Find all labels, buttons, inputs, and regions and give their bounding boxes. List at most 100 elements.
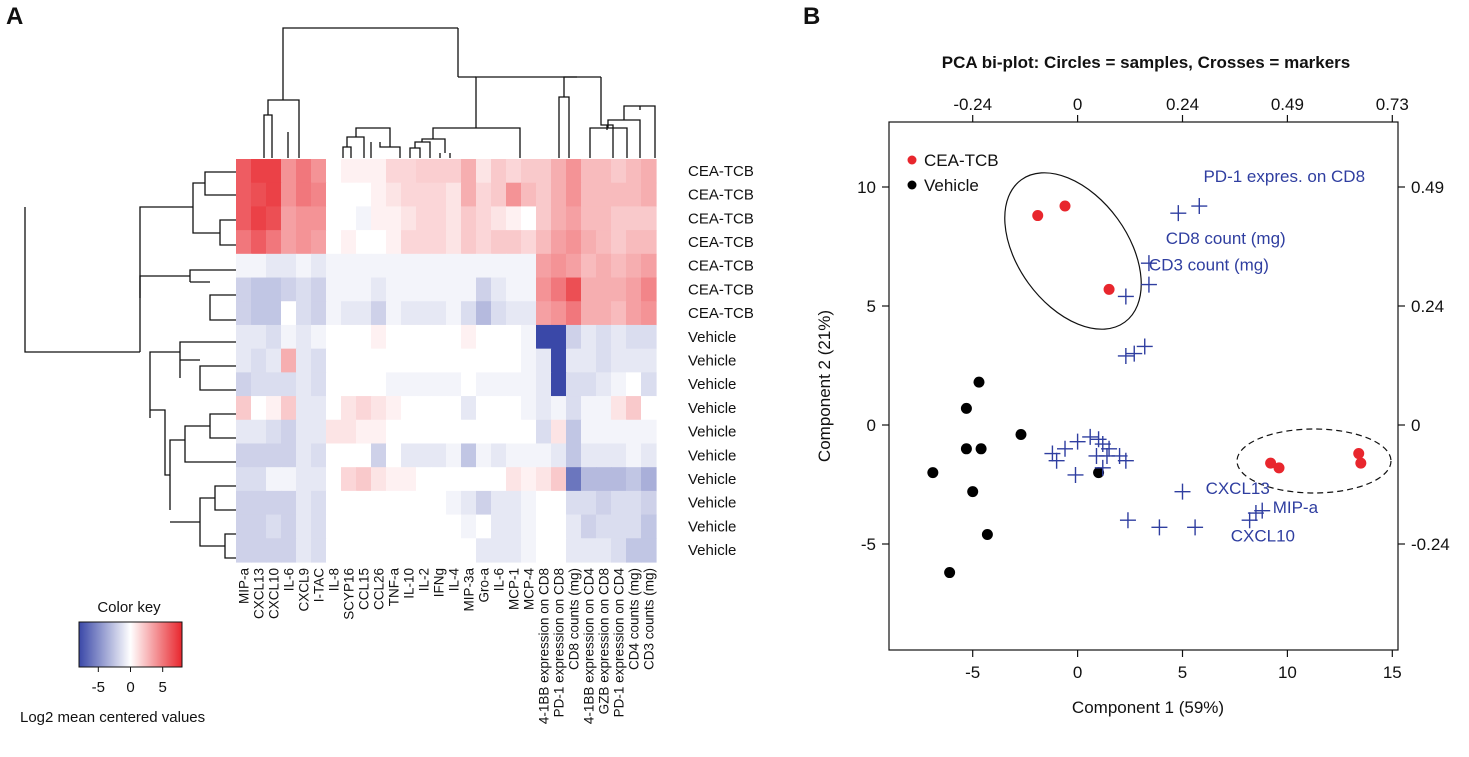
- sample-point-vehicle: [1015, 429, 1027, 441]
- marker-cross: [1117, 452, 1134, 469]
- heatmap-cell: [461, 253, 477, 279]
- color-key-tick-label: -5: [92, 679, 105, 696]
- heatmap-cell: [281, 348, 297, 373]
- heatmap-cell: [566, 253, 582, 279]
- heatmap-cell: [281, 206, 297, 231]
- color-key: Color key -5 0 5 Log2 mean centered values: [20, 599, 205, 726]
- heatmap-cell: [581, 324, 597, 350]
- heatmap-cell: [401, 490, 417, 516]
- heatmap-cell: [296, 490, 312, 516]
- heatmap-cell: [611, 253, 627, 279]
- heatmap-cell: [356, 253, 372, 279]
- heatmap-cell: [596, 182, 612, 208]
- marker-cross: [1094, 459, 1111, 476]
- heatmap-cell: [296, 230, 312, 255]
- color-key-tick-label: 5: [159, 679, 167, 696]
- heatmap-cell: [281, 277, 297, 302]
- heatmap-cell: [311, 301, 327, 326]
- heatmap-cell: [356, 230, 372, 255]
- heatmap-cell: [611, 206, 627, 231]
- heatmap-cell: [461, 348, 477, 373]
- heatmap-cell: [536, 277, 552, 302]
- heatmap-cell: [281, 396, 297, 421]
- heatmap-cell: [626, 419, 642, 445]
- heatmap-cell: [371, 396, 387, 421]
- heatmap-cell: [296, 396, 312, 421]
- heatmap-cell: [611, 230, 627, 255]
- marker-cross: [1241, 512, 1258, 529]
- heatmap-cell: [626, 348, 642, 373]
- heatmap-cell: [551, 467, 567, 492]
- heatmap-cell: [356, 467, 372, 492]
- heatmap-cell: [536, 230, 552, 255]
- heatmap-cell: [236, 372, 252, 397]
- heatmap-cell: [326, 253, 342, 279]
- heatmap-cell: [236, 514, 252, 539]
- heatmap-cell: [431, 182, 447, 208]
- heatmap-cell: [401, 206, 417, 231]
- heatmap-cell: [626, 467, 642, 492]
- heatmap-cell: [326, 182, 342, 208]
- heatmap-cell: [401, 372, 417, 397]
- heatmap-cell: [341, 538, 357, 563]
- pca-right-tick-label: -0.24: [1411, 535, 1450, 554]
- heatmap-column-label: SCYP16: [342, 568, 357, 620]
- heatmap-cell: [521, 348, 537, 373]
- heatmap-cell: [551, 348, 567, 373]
- heatmap-cell: [536, 443, 552, 468]
- heatmap-cell: [596, 348, 612, 373]
- heatmap-cell: [626, 301, 642, 326]
- heatmap-cell: [416, 396, 432, 421]
- heatmap-cell: [491, 490, 507, 516]
- heatmap-cell: [491, 159, 507, 184]
- heatmap-cell: [611, 182, 627, 208]
- heatmap-cell: [551, 301, 567, 326]
- heatmap-cell: [596, 396, 612, 421]
- heatmap-cell: [371, 324, 387, 350]
- heatmap-cell: [641, 206, 657, 231]
- heatmap-cell: [581, 182, 597, 208]
- heatmap-cell: [581, 301, 597, 326]
- heatmap-cell: [341, 324, 357, 350]
- heatmap-cell: [386, 396, 402, 421]
- heatmap-cell: [536, 324, 552, 350]
- heatmap-cell: [446, 277, 462, 302]
- heatmap-cell: [641, 514, 657, 539]
- pca-right-tick-label: 0.49: [1411, 178, 1444, 197]
- heatmap-cell: [506, 348, 522, 373]
- sample-point-vehicle: [944, 567, 956, 579]
- heatmap-cell: [446, 396, 462, 421]
- pca-ylabel: Component 2 (21%): [815, 310, 834, 462]
- heatmap-cell: [476, 538, 492, 563]
- heatmap-cell: [251, 372, 267, 397]
- heatmap-cell: [431, 253, 447, 279]
- heatmap-column-label: IL-10: [402, 568, 417, 599]
- heatmap-panel: CEA-TCB CEA-TCB CEA-TCB CEA-TCB CEA-TCB CEA-T…: [20, 27, 754, 726]
- heatmap-cell: [431, 277, 447, 302]
- heatmap-cell: [566, 419, 582, 445]
- heatmap-cell: [356, 372, 372, 397]
- heatmap-cell: [626, 514, 642, 539]
- heatmap-cell: [641, 348, 657, 373]
- heatmap-cell: [581, 348, 597, 373]
- heatmap-cell: [386, 514, 402, 539]
- heatmap-cell: [506, 514, 522, 539]
- color-key-bar: [78, 621, 183, 668]
- heatmap-cell: [236, 419, 252, 445]
- heatmap-cell: [626, 206, 642, 231]
- marker-cross: [1174, 483, 1191, 500]
- heatmap-cell: [476, 443, 492, 468]
- heatmap-cell: [296, 419, 312, 445]
- heatmap-cell: [641, 324, 657, 350]
- heatmap-cell: [491, 396, 507, 421]
- heatmap-cell: [551, 372, 567, 397]
- panel-label-a: A: [6, 3, 23, 30]
- heatmap-cell: [401, 348, 417, 373]
- heatmap-column-label: CD4 counts (mg): [627, 568, 642, 670]
- color-key-tick-label: 0: [126, 679, 134, 696]
- heatmap-cell: [626, 490, 642, 516]
- heatmap-cell: [611, 348, 627, 373]
- pca-x-tick-label: 5: [1178, 663, 1187, 682]
- heatmap-cell: [371, 253, 387, 279]
- heatmap-cell: [611, 277, 627, 302]
